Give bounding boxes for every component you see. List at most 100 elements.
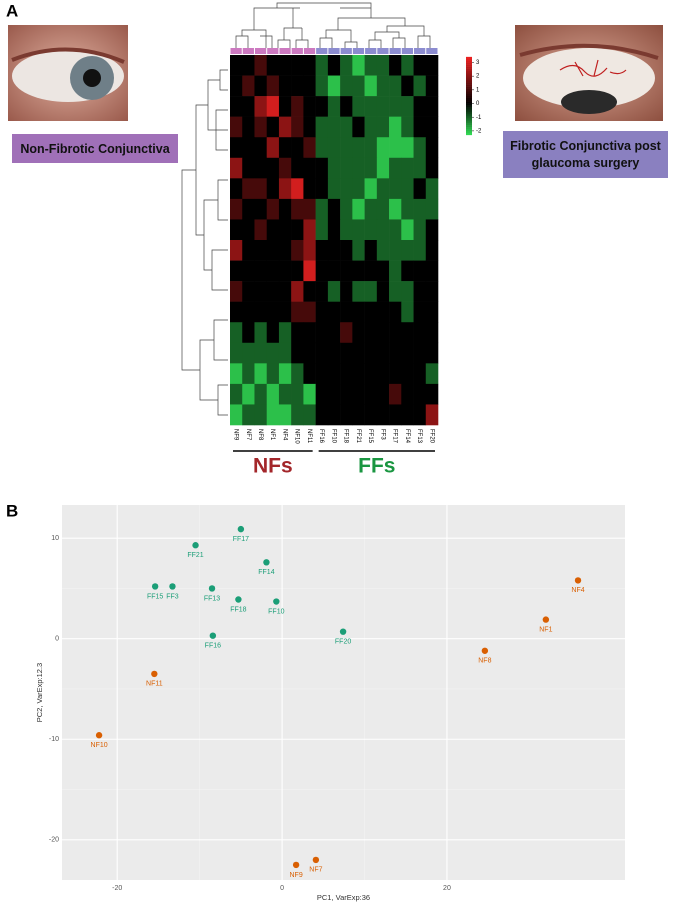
heat-cell xyxy=(352,198,365,220)
heat-cell xyxy=(413,157,427,179)
heat-cell xyxy=(242,75,255,97)
colorbar-step xyxy=(466,125,472,128)
heat-cell xyxy=(230,342,243,364)
heat-cell xyxy=(401,96,414,117)
heat-cell xyxy=(425,55,439,76)
point-label: NF4 xyxy=(571,587,584,594)
heat-cell xyxy=(352,404,365,426)
heat-cell xyxy=(315,198,329,220)
heat-cell xyxy=(315,157,329,179)
heat-cell xyxy=(340,178,353,200)
heat-cell xyxy=(327,260,341,282)
heat-cell xyxy=(315,404,329,426)
column-label: FF3 xyxy=(379,429,385,440)
colorbar-step xyxy=(466,88,472,91)
colorbar-step xyxy=(466,90,472,93)
heat-cell xyxy=(278,404,292,426)
heat-cell xyxy=(266,404,280,426)
point xyxy=(151,670,158,678)
heat-cell xyxy=(364,260,378,282)
column-strip xyxy=(414,48,426,54)
heat-cell xyxy=(364,240,378,261)
heat-cell xyxy=(401,116,414,138)
column-strip xyxy=(401,48,414,54)
heat-cell xyxy=(254,363,268,385)
heat-cell xyxy=(364,383,378,405)
heat-cell xyxy=(401,55,414,76)
heat-cell xyxy=(266,240,280,261)
heat-cell xyxy=(425,96,439,117)
colorbar-label: 2 xyxy=(476,74,480,80)
colorbar-step xyxy=(466,56,472,60)
colorbar-step xyxy=(466,123,472,126)
heat-cell xyxy=(315,240,329,261)
heat-cell xyxy=(389,116,402,138)
point xyxy=(263,559,270,566)
heat-cell xyxy=(401,240,414,261)
column-label: NF8 xyxy=(257,429,263,441)
heat-cell xyxy=(340,240,353,261)
column-strip xyxy=(242,48,254,54)
heat-cell xyxy=(425,404,439,426)
point xyxy=(542,616,550,623)
colorbar-step xyxy=(466,101,472,104)
heat-cell xyxy=(303,116,316,138)
heat-cell xyxy=(425,281,439,302)
heat-cell xyxy=(376,301,390,323)
heat-cell xyxy=(242,198,255,220)
column-label: NF10 xyxy=(294,429,300,444)
heat-cell xyxy=(376,342,390,364)
heat-cell xyxy=(291,404,304,426)
heat-cell xyxy=(413,322,427,344)
heat-cell xyxy=(242,116,255,138)
heat-cell xyxy=(315,178,329,200)
photo-fibrotic xyxy=(515,25,663,121)
heat-cell xyxy=(278,301,292,323)
heat-cell xyxy=(364,342,378,364)
heat-cell xyxy=(230,55,243,76)
group-label: FFs xyxy=(358,455,395,478)
heat-cell xyxy=(266,157,280,179)
heat-cell xyxy=(389,281,402,302)
column-label: FF14 xyxy=(404,429,410,444)
colorbar-step xyxy=(466,64,472,67)
heat-cell xyxy=(315,116,329,138)
heat-cell xyxy=(364,96,378,117)
heat-cell xyxy=(291,383,304,405)
heat-cell xyxy=(425,240,439,261)
heat-cell xyxy=(413,404,427,426)
heat-cell xyxy=(413,363,427,385)
heat-cell xyxy=(340,96,353,117)
heat-cell xyxy=(376,178,390,200)
heat-cell xyxy=(327,301,341,323)
heat-cell xyxy=(303,363,316,385)
heat-cell xyxy=(401,198,414,220)
heat-cell xyxy=(303,157,316,179)
heat-cell xyxy=(230,404,243,426)
point xyxy=(273,598,280,605)
heat-cell xyxy=(327,198,341,220)
heat-cell xyxy=(340,75,353,97)
colorbar-step xyxy=(466,82,472,85)
point xyxy=(208,585,216,592)
heat-cell xyxy=(230,260,243,282)
heat-cell xyxy=(242,281,255,302)
heat-cell xyxy=(352,178,365,200)
colorbar-step xyxy=(466,58,472,62)
heat-cell xyxy=(303,260,316,282)
heat-cell xyxy=(364,75,378,97)
heat-cell xyxy=(352,342,365,364)
y-tick-label: 10 xyxy=(51,535,59,542)
heat-cell xyxy=(364,363,378,385)
heat-cell xyxy=(254,198,268,220)
column-strip xyxy=(303,48,316,54)
column-label: NF7 xyxy=(245,429,251,441)
column-label: FF16 xyxy=(318,429,324,444)
heat-cell xyxy=(230,198,243,220)
column-label: FF20 xyxy=(428,429,434,444)
column-strip xyxy=(389,48,401,54)
heat-cell xyxy=(364,219,378,241)
heatmap: A NF9 NF7 NF8 NF1 NF4 NF10 NF11 FF16 FF10 FF18 FF21… xyxy=(6,1,482,477)
heat-cell xyxy=(242,219,255,241)
heat-cell xyxy=(352,281,365,302)
